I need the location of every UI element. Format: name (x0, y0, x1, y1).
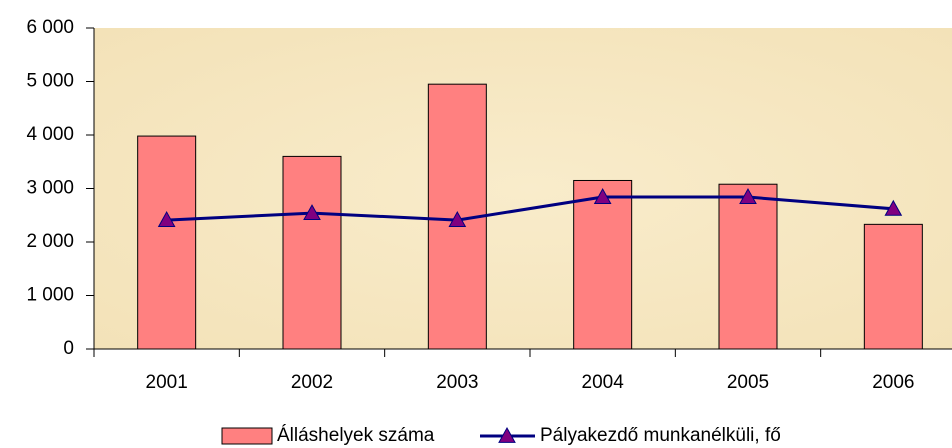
y-tick-label: 1 000 (26, 285, 74, 306)
x-tick-label: 2006 (872, 372, 914, 393)
y-tick-label: 2 000 (26, 231, 74, 252)
bar (573, 179, 633, 350)
legend-marker (498, 426, 516, 443)
bar (718, 183, 778, 350)
legend-swatch (221, 427, 273, 445)
x-tick-label: 2004 (582, 372, 625, 393)
marker (448, 211, 467, 227)
x-tick-label: 2003 (436, 372, 478, 393)
plot-area (94, 28, 952, 349)
marker (884, 199, 903, 216)
bar (137, 135, 197, 350)
x-tick-label: 2001 (146, 372, 188, 393)
legend-label: Álláshelyek száma (277, 425, 435, 446)
y-tick-label: 4 000 (26, 124, 74, 145)
x-tick-label: 2005 (727, 372, 769, 393)
bar (863, 223, 923, 350)
x-tick-label: 2002 (291, 372, 333, 393)
bar (282, 155, 342, 350)
y-tick-label: 5 000 (26, 71, 74, 92)
line (166, 195, 894, 222)
marker (593, 188, 612, 204)
legend-label: Pályakezdő munkanélküli, fő (540, 425, 781, 446)
marker (303, 204, 321, 221)
y-tick-label: 6 000 (26, 17, 74, 38)
marker (157, 211, 176, 227)
y-tick-label: 3 000 (26, 178, 74, 199)
y-tick-label: 0 (63, 338, 74, 359)
marker (739, 188, 757, 204)
